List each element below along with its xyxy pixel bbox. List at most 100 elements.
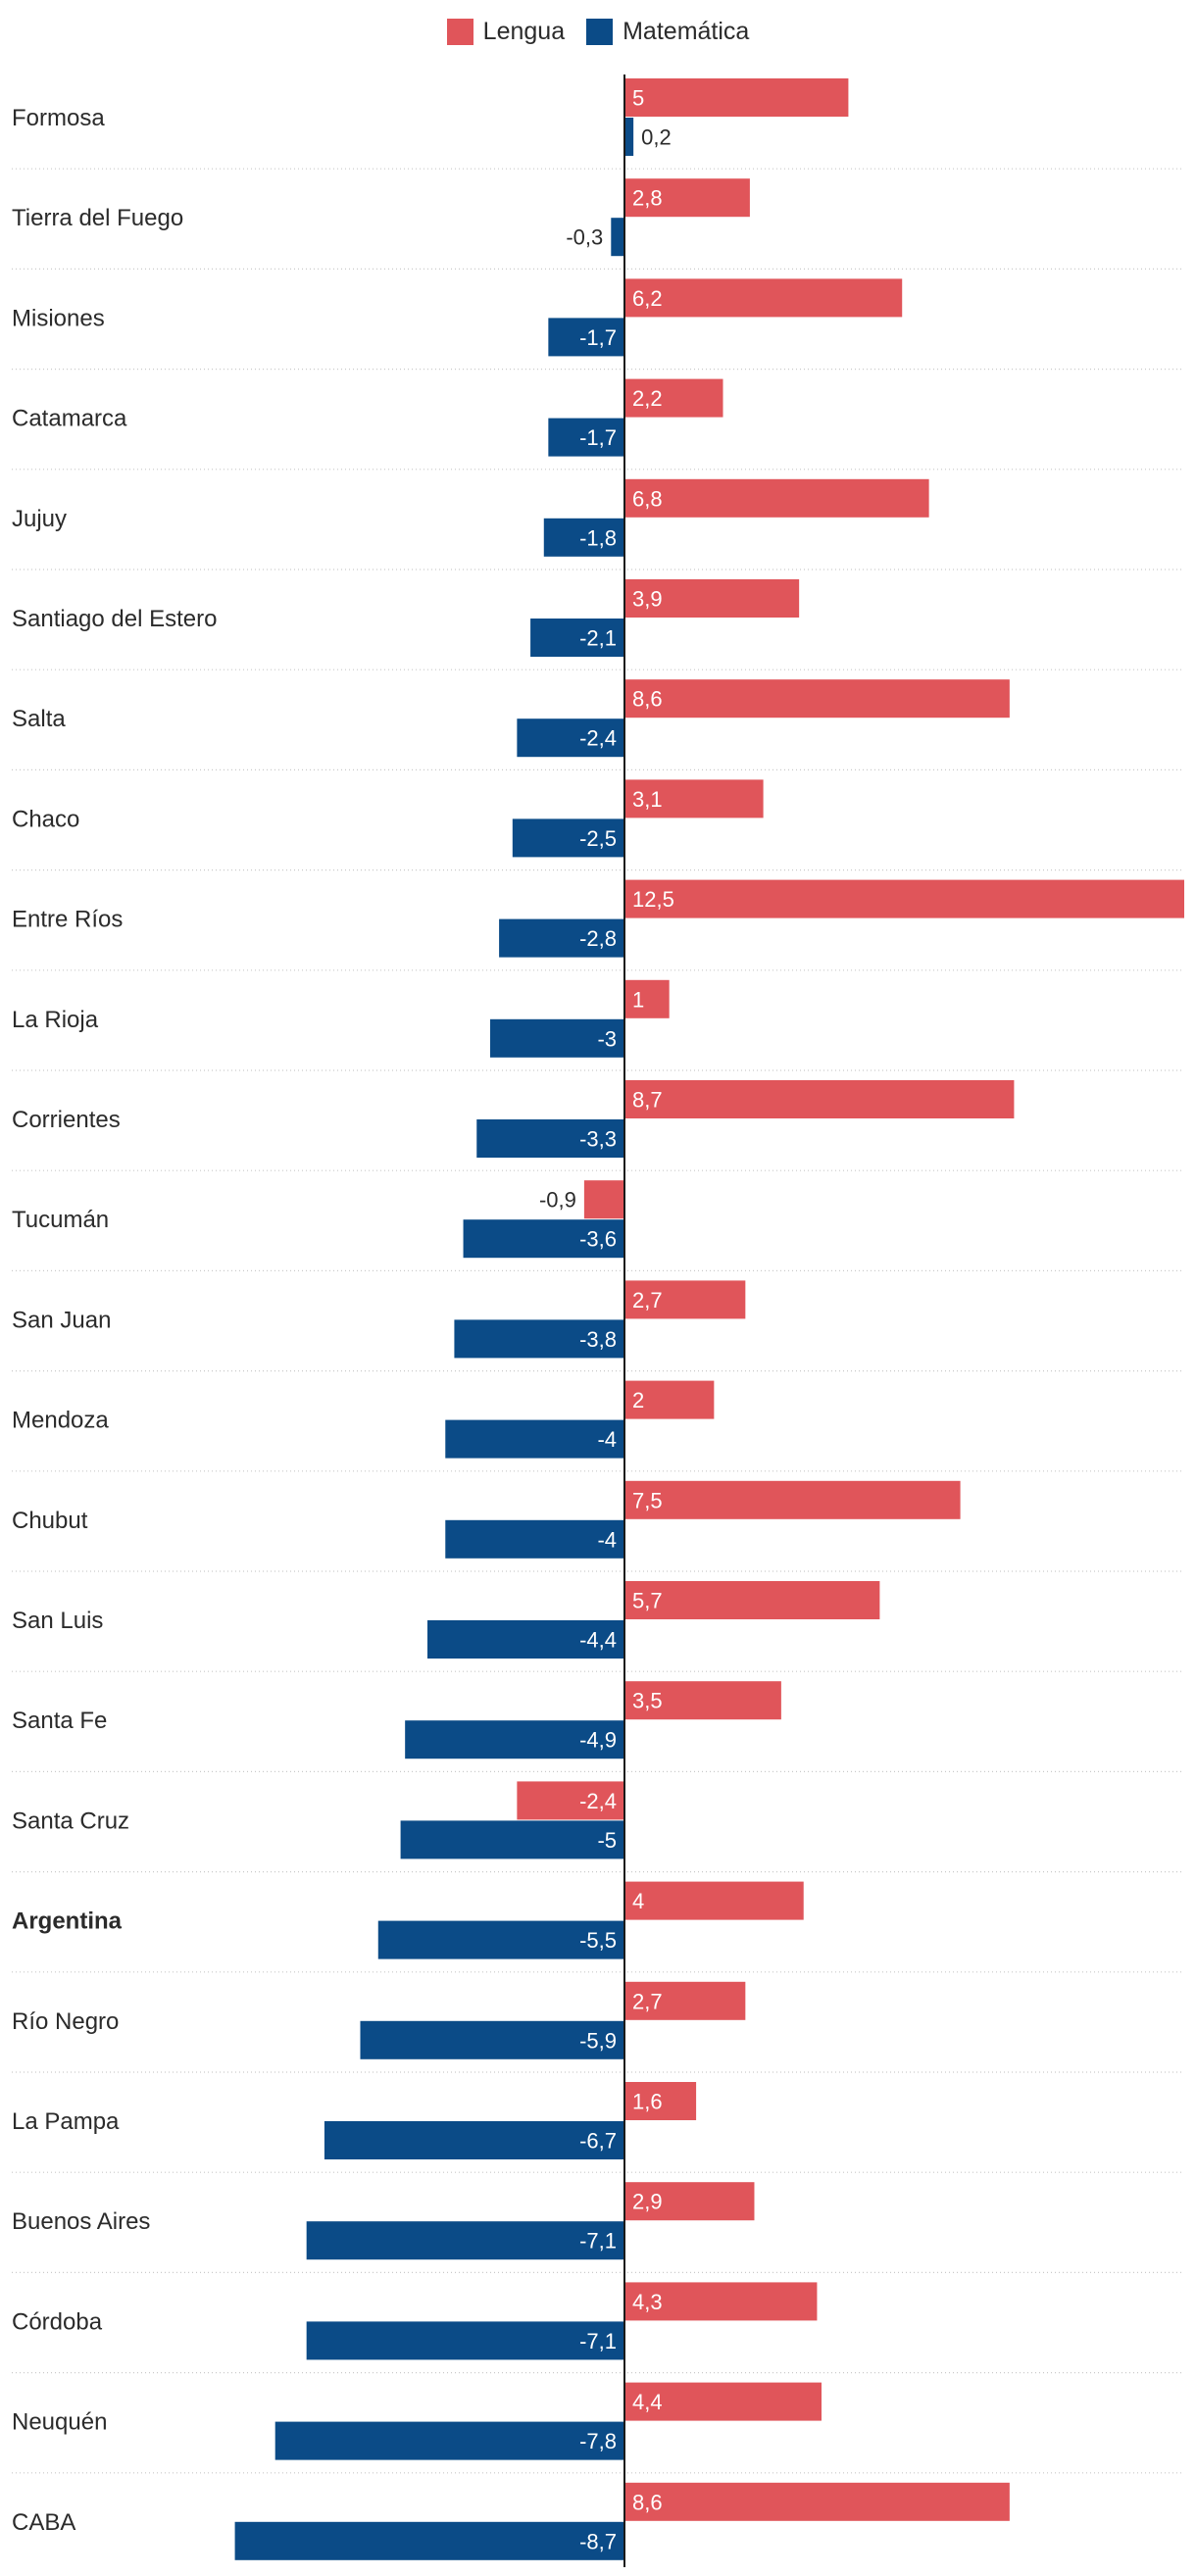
bar-lengua (624, 1480, 961, 1519)
data-label-lengua: 8,6 (632, 687, 663, 712)
bar-lengua (624, 278, 903, 318)
legend-item-matematica[interactable]: Matemática (586, 18, 749, 46)
data-label-matematica: -5,9 (579, 2028, 617, 2053)
bar-lengua (624, 1080, 1015, 1118)
data-label-lengua: 1,6 (632, 2090, 663, 2114)
bar-matematica (611, 218, 624, 257)
category-label: Formosa (12, 105, 105, 131)
data-label-matematica: -2,5 (579, 826, 617, 851)
bar-matematica (427, 1620, 624, 1659)
data-label-matematica: -4 (597, 1527, 617, 1552)
category-label: La Rioja (12, 1007, 99, 1033)
data-label-matematica: -4,4 (579, 1628, 617, 1653)
legend: Lengua Matemática (0, 18, 1196, 46)
category-label: Mendoza (12, 1408, 109, 1434)
legend-label-matematica: Matemática (623, 18, 750, 45)
data-label-matematica: 0,2 (641, 125, 672, 150)
data-label-matematica: -3 (597, 1026, 617, 1051)
bar-matematica (463, 1219, 624, 1259)
bar-matematica (499, 918, 624, 958)
bar-matematica (548, 418, 624, 457)
data-label-lengua: 7,5 (632, 1488, 663, 1512)
data-label-matematica: -2,8 (579, 926, 617, 951)
data-label-lengua: 2,7 (632, 1989, 663, 2013)
bar-lengua (624, 979, 670, 1018)
bar-lengua (624, 2082, 697, 2120)
bar-lengua (624, 779, 764, 818)
data-label-lengua: 4,4 (632, 2390, 663, 2414)
bar-lengua (624, 879, 1184, 918)
legend-swatch-lengua (446, 19, 473, 45)
data-label-lengua: 12,5 (632, 887, 674, 912)
bar-matematica (445, 1519, 624, 1559)
data-label-lengua: 4 (632, 1889, 644, 1913)
data-label-matematica: -7,8 (579, 2429, 617, 2453)
data-label-matematica: -7,1 (579, 2329, 617, 2353)
data-label-matematica: -2,1 (579, 626, 617, 651)
category-label: Corrientes (12, 1107, 121, 1133)
bar-lengua (624, 178, 750, 218)
category-label: Entre Ríos (12, 907, 123, 933)
bar-lengua (624, 1881, 804, 1920)
bar-matematica (543, 518, 624, 557)
bar-matematica (489, 1018, 624, 1058)
bar-lengua (624, 2182, 755, 2221)
bar-lengua (624, 2282, 818, 2321)
bar-lengua (624, 1681, 781, 1720)
data-label-lengua: 2,2 (632, 386, 663, 411)
bar-matematica (377, 1920, 624, 1959)
data-label-matematica: -3,8 (579, 1327, 617, 1352)
data-label-lengua: 4,3 (632, 2290, 663, 2314)
data-label-lengua: 1 (632, 987, 644, 1012)
category-label: Chaco (12, 806, 79, 832)
data-label-lengua: 3,5 (632, 1689, 663, 1713)
category-label: San Juan (12, 1307, 111, 1333)
data-label-lengua: -2,4 (579, 1789, 617, 1813)
category-label: Tucumán (12, 1207, 109, 1233)
bar-lengua (583, 1180, 624, 1219)
bar-matematica (306, 2321, 624, 2360)
data-label-matematica: -7,1 (579, 2229, 617, 2254)
data-label-lengua: 3,9 (632, 587, 663, 612)
bar-matematica (405, 1720, 624, 1759)
category-label: Santa Cruz (12, 1808, 129, 1834)
bar-lengua (624, 2382, 822, 2421)
category-label: Santa Fe (12, 1708, 107, 1734)
category-label: Buenos Aires (12, 2208, 150, 2235)
data-label-matematica: -4,9 (579, 1728, 617, 1753)
category-label: Salta (12, 706, 66, 732)
legend-swatch-matematica (586, 19, 614, 45)
data-label-lengua: -0,9 (539, 1188, 576, 1213)
bar-lengua (517, 1781, 624, 1820)
category-label: Tierra del Fuego (12, 205, 183, 231)
bar-lengua (624, 579, 800, 618)
data-label-matematica: -1,7 (579, 325, 617, 350)
data-label-matematica: -5,5 (579, 1928, 617, 1953)
data-label-matematica: -3,6 (579, 1227, 617, 1252)
data-label-matematica: -5 (597, 1828, 617, 1853)
data-label-lengua: 3,1 (632, 787, 663, 812)
data-label-matematica: -4 (597, 1427, 617, 1452)
data-label-lengua: 2,8 (632, 186, 663, 211)
category-label: Neuquén (12, 2409, 107, 2436)
bar-matematica (476, 1119, 624, 1158)
legend-item-lengua[interactable]: Lengua (446, 18, 565, 46)
category-label: Misiones (12, 305, 105, 331)
data-label-lengua: 8,6 (632, 2490, 663, 2514)
data-label-lengua: 2,9 (632, 2190, 663, 2214)
category-label: Córdoba (12, 2308, 103, 2335)
data-label-lengua: 6,2 (632, 286, 663, 311)
bar-matematica (306, 2221, 624, 2260)
category-label: Chubut (12, 1508, 88, 1534)
data-label-matematica: -8,7 (579, 2529, 617, 2553)
bar-matematica (400, 1820, 624, 1859)
bar-matematica (624, 118, 634, 156)
data-label-matematica: -6,7 (579, 2129, 617, 2154)
bar-matematica (517, 718, 624, 758)
bar-matematica (274, 2421, 624, 2460)
category-label: La Pampa (12, 2108, 120, 2135)
bar-lengua (624, 1280, 746, 1319)
bar-lengua (624, 378, 723, 418)
data-label-lengua: 2,7 (632, 1288, 663, 1313)
